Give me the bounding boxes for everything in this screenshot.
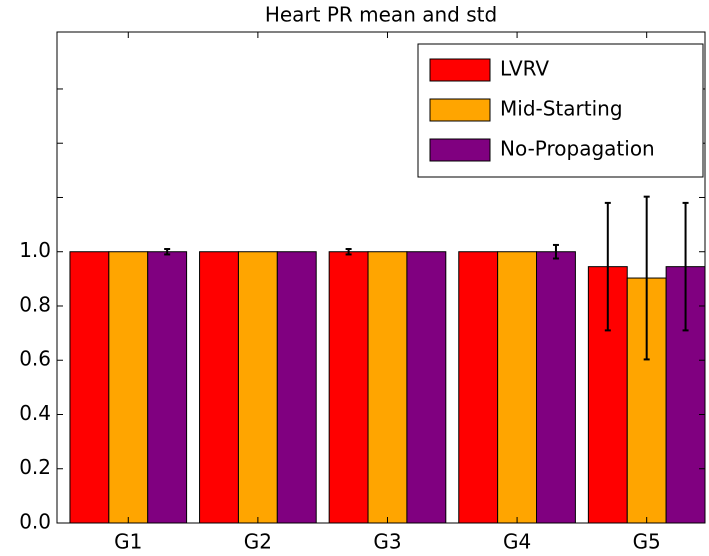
error-bar <box>604 201 611 332</box>
bar <box>406 251 447 524</box>
x-tick-label: G2 <box>244 530 272 554</box>
bar <box>458 251 499 524</box>
bar <box>108 251 149 524</box>
error-bar <box>643 195 650 361</box>
bar <box>69 251 110 524</box>
plot-frame <box>56 31 706 524</box>
x-tick-label: G4 <box>503 530 531 554</box>
error-bar <box>552 243 559 260</box>
legend-label: No-Propagation <box>500 137 655 161</box>
bar <box>497 251 538 524</box>
y-tick-label: 0.2 <box>19 455 51 479</box>
chart-title: Heart PR mean and std <box>265 3 497 27</box>
y-tick-label: 0.4 <box>19 401 51 425</box>
bar <box>536 251 576 524</box>
error-bar <box>345 248 352 256</box>
legend-label: Mid-Starting <box>500 97 623 121</box>
error-bar <box>164 248 171 256</box>
bar <box>147 251 188 524</box>
legend-swatch <box>429 138 491 162</box>
y-tick-label: 0.0 <box>19 510 51 534</box>
bar <box>237 251 278 524</box>
bar <box>199 251 239 524</box>
bar <box>367 251 408 524</box>
bar <box>276 251 317 524</box>
x-tick-label: G1 <box>114 530 142 554</box>
y-tick-label: 1.0 <box>19 238 51 262</box>
legend-swatch <box>429 58 491 82</box>
error-bar <box>682 201 689 332</box>
x-tick-label: G5 <box>633 530 661 554</box>
legend-swatch <box>429 98 491 122</box>
x-tick-label: G3 <box>373 530 401 554</box>
legend-label: LVRV <box>500 57 549 81</box>
y-tick-label: 0.8 <box>19 292 51 316</box>
bar <box>328 251 369 524</box>
y-tick-label: 0.6 <box>19 347 51 371</box>
